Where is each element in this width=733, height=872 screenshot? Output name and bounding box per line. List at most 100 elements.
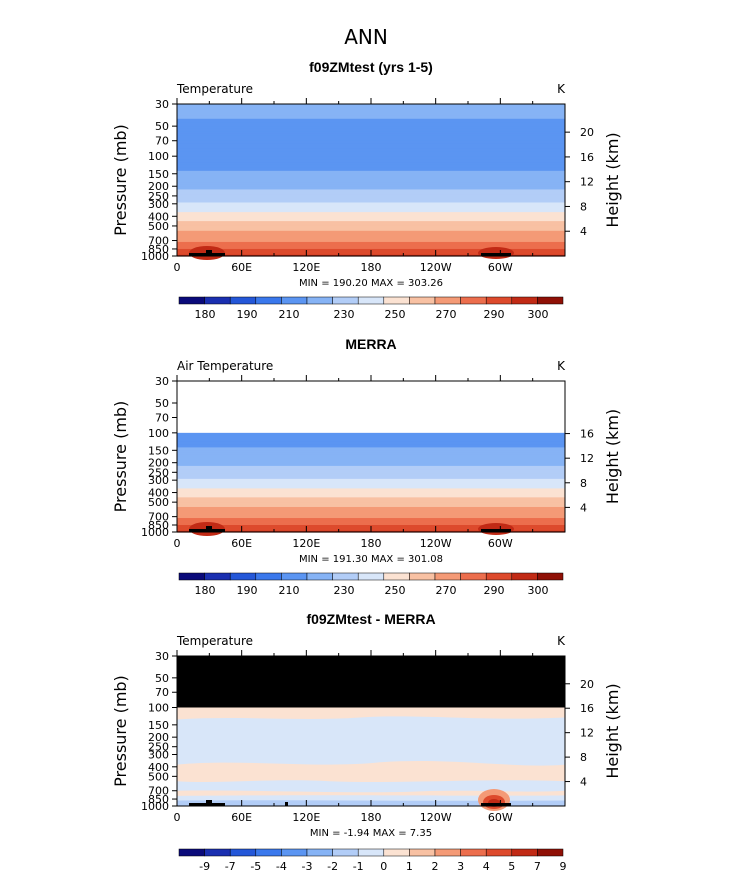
y-tick-label: 500 [148, 770, 169, 783]
panel-title: MERRA [345, 336, 396, 352]
height-tick-label: 16 [580, 151, 594, 164]
contour-band [177, 164, 565, 169]
contour-band [177, 474, 565, 477]
colorbar-swatch [383, 848, 410, 857]
colorbar-swatch [229, 572, 257, 581]
contour-band [177, 460, 565, 464]
y-tick-label: 700 [148, 785, 169, 798]
colorbar-swatch [460, 572, 487, 581]
colorbar-swatch [255, 296, 282, 305]
contour-band [177, 131, 565, 135]
y-tick-label: 30 [155, 375, 169, 388]
contour-band [177, 438, 565, 443]
colorbar-label: 2 [432, 860, 439, 872]
contour-band [177, 201, 565, 204]
colorbar-swatch [229, 296, 257, 305]
contour-band [177, 182, 565, 185]
colorbar-label: 300 [528, 308, 549, 321]
contour-band [177, 214, 565, 217]
contour-band [177, 432, 565, 437]
contour-band [177, 118, 565, 124]
figure-title: ANN [344, 25, 388, 49]
x-tick-label: 0 [174, 811, 181, 824]
contour-band [177, 523, 565, 526]
contour-band [177, 175, 565, 179]
colorbar-label: -5 [250, 860, 261, 872]
contour-band [177, 522, 565, 525]
x-tick-label: 180 [361, 811, 382, 824]
panel-variable-label: Temperature [176, 634, 253, 648]
x-tick-label: 180 [361, 537, 382, 550]
colorbar-swatch [204, 296, 231, 305]
height-tick-label: 16 [580, 702, 594, 715]
colorbar-swatch [281, 296, 308, 305]
contour-band [177, 151, 565, 155]
y-tick-label: 50 [155, 120, 169, 133]
colorbar-swatch [485, 848, 513, 857]
contour-band [177, 462, 565, 465]
y-tick-label: 250 [148, 741, 169, 754]
contour-band [177, 228, 565, 232]
x-tick-label: 60W [488, 261, 513, 274]
y-tick-label: 100 [148, 427, 169, 440]
panel-units-label: K [557, 82, 566, 96]
colorbar-swatch [485, 572, 513, 581]
min-max-stats: MIN = -1.94 MAX = 7.35 [310, 828, 432, 839]
colorbar-swatch [460, 848, 487, 857]
contour-band [177, 184, 565, 187]
height-tick-label: 4 [580, 225, 587, 238]
y-tick-label: 400 [148, 487, 169, 500]
contour-band [177, 194, 565, 197]
y-tick-label: 700 [148, 235, 169, 248]
colorbar-swatch [332, 296, 359, 305]
colorbar-swatch [537, 296, 564, 305]
y-tick-label: 300 [148, 198, 169, 211]
y-tick-label: 150 [148, 719, 169, 732]
contour-band [177, 156, 565, 160]
contour-band [177, 202, 565, 205]
right-axis-title: Height (km) [603, 132, 622, 227]
panel-units-label: K [557, 359, 566, 373]
y-tick-label: 200 [148, 457, 169, 470]
contour-band [177, 477, 565, 480]
colorbar-label: 290 [484, 308, 505, 321]
colorbar-label: 230 [334, 584, 355, 597]
colorbar-swatch [255, 572, 282, 581]
contour-band [177, 476, 565, 479]
contour-band [177, 230, 565, 234]
colorbar-swatch [357, 848, 385, 857]
contour-band [177, 216, 565, 219]
contour-band [177, 456, 565, 460]
contour-band [177, 153, 565, 157]
contour-band [177, 135, 565, 139]
x-tick-label: 180 [361, 261, 382, 274]
y-tick-label: 200 [148, 180, 169, 193]
height-tick-label: 12 [580, 176, 594, 189]
colorbar-label: 290 [484, 584, 505, 597]
height-tick-label: 8 [580, 200, 587, 213]
contour-band [177, 111, 565, 116]
contour-band [177, 221, 565, 224]
contour-band [177, 187, 565, 191]
colorbar-swatch [255, 848, 282, 857]
y-axis-title: Pressure (mb) [111, 401, 130, 513]
height-tick-label: 8 [580, 751, 587, 764]
colorbar-swatch [332, 848, 359, 857]
y-tick-label: 30 [155, 98, 169, 111]
diff-band-positive [177, 790, 565, 796]
contour-band [177, 486, 565, 490]
y-tick-label: 300 [148, 474, 169, 487]
colorbar-swatch [281, 848, 308, 857]
contour-band [177, 222, 565, 225]
contour-band [177, 217, 565, 221]
contour-band [177, 464, 565, 467]
colorbar-swatch [485, 296, 513, 305]
colorbar-label: 250 [385, 308, 406, 321]
contour-band [177, 441, 565, 446]
panel-variable-label: Air Temperature [177, 359, 273, 373]
contour-band [177, 492, 565, 495]
colorbar-label: 180 [195, 584, 216, 597]
contour-band [177, 484, 565, 487]
colorbar-swatch [383, 572, 410, 581]
contour-band [177, 465, 565, 469]
